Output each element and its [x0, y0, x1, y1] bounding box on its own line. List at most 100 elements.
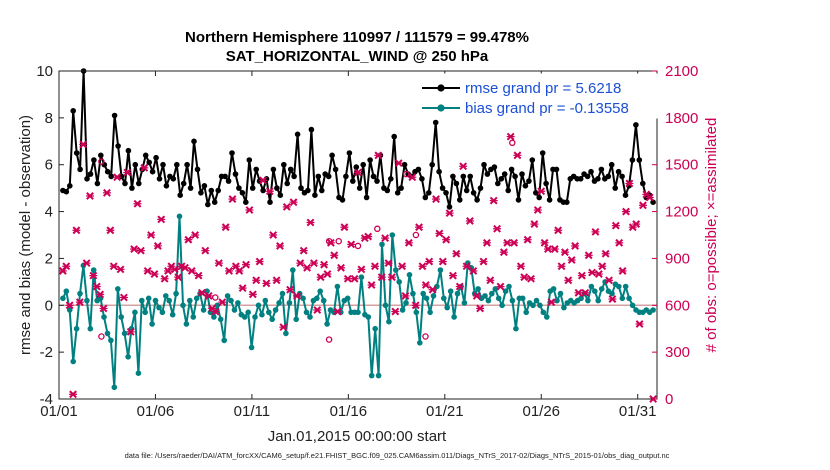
obs-assimilated-marker: [537, 187, 546, 196]
obs-assimilated-marker: [448, 271, 457, 280]
obs-assimilated-marker: [180, 263, 189, 272]
bias-point: [375, 372, 382, 379]
bias-point: [399, 307, 406, 313]
rmse-point: [588, 168, 594, 175]
obs-assimilated-marker: [567, 256, 576, 264]
obs-assimilated-marker: [279, 323, 288, 332]
obs-assimilated-marker: [282, 202, 291, 211]
rmse-point: [546, 197, 553, 203]
rmse-point: [374, 178, 380, 184]
rmse-point: [432, 119, 439, 126]
bias-point: [444, 304, 451, 311]
axes-layer: -4 -2 0 2 4 6 8 10 0 300 600 900 1200 1500 1800 2100 01/…: [36, 63, 698, 420]
obs-assimilated-marker: [459, 162, 468, 171]
bias-point: [125, 354, 131, 360]
bias-point: [90, 267, 97, 273]
rmse-point: [239, 190, 246, 196]
obs-assimilated-marker: [608, 295, 617, 303]
rmse-point: [640, 180, 646, 187]
bias-point: [300, 295, 306, 302]
obs-assimilated-marker: [564, 276, 573, 285]
bias-point: [578, 295, 584, 302]
bias-point: [406, 272, 413, 278]
obs-assimilated-marker: [455, 282, 464, 291]
obs-assimilated-marker: [486, 276, 495, 285]
bias-point: [252, 314, 258, 320]
rmse-point: [515, 197, 522, 203]
bias-point: [101, 314, 107, 320]
obs-assimilated-marker: [133, 199, 142, 208]
plot-area: [59, 71, 657, 399]
rmse-point: [315, 173, 322, 180]
obs-assimilated-marker: [601, 249, 610, 258]
rmse-point: [394, 190, 401, 196]
rmse-point: [419, 176, 425, 182]
obs-assimilated-marker: [384, 259, 393, 268]
rmse-point: [229, 150, 235, 156]
rmse-point: [422, 194, 429, 201]
rmse-point: [319, 187, 325, 194]
rmse-point: [539, 150, 546, 156]
obs-assimilated-marker: [401, 292, 410, 300]
obs-assimilated-marker: [428, 285, 437, 294]
rmse-point: [104, 168, 111, 175]
rmse-point: [505, 187, 512, 194]
rmse-point: [522, 183, 529, 189]
obs-assimilated-marker: [588, 268, 597, 277]
bias-point: [187, 297, 193, 304]
bias-point: [224, 293, 231, 299]
rmse-point: [270, 166, 277, 173]
rmse-point: [384, 187, 391, 194]
obs-assimilated-marker: [465, 217, 474, 225]
bias-point: [211, 314, 217, 320]
obs-assimilated-marker: [622, 207, 631, 216]
bias-point: [554, 297, 560, 304]
rmse-point: [111, 112, 118, 119]
rmse-point: [508, 166, 515, 173]
obs-assimilated-marker: [418, 262, 427, 271]
rmse-point: [622, 192, 629, 198]
obs-assimilated-marker: [75, 298, 84, 307]
obs-assimilated-marker: [242, 260, 251, 269]
x-tick-label: 01/01: [40, 403, 78, 420]
bias-point: [262, 297, 269, 304]
obs-assimilated-marker: [201, 246, 210, 255]
obs-assimilated-marker: [191, 231, 200, 239]
obs-assimilated-marker: [425, 257, 434, 266]
obs-assimilated-marker: [554, 226, 563, 235]
bias-point: [269, 316, 276, 323]
rmse-point: [553, 166, 560, 173]
bias-point: [382, 302, 389, 309]
bias-point: [585, 297, 591, 304]
obs-assimilated-marker: [503, 238, 512, 247]
obs-assimilated-marker: [248, 290, 257, 299]
rmse-point: [246, 157, 253, 163]
y-right-tick-label: 300: [665, 344, 690, 361]
x-tick-label: 01/21: [426, 403, 464, 420]
rmse-point: [187, 185, 194, 191]
obs-assimilated-marker: [157, 215, 166, 224]
obs-assimilated-marker: [506, 132, 515, 141]
rmse-point: [156, 176, 163, 182]
bias-point: [314, 295, 320, 302]
bias-point: [629, 302, 636, 309]
rmse-point: [142, 152, 149, 159]
obs-assimilated-marker: [113, 173, 122, 182]
rmse-point: [287, 166, 294, 173]
rmse-point: [350, 178, 356, 184]
rmse-point: [343, 173, 349, 180]
obs-assimilated-marker: [618, 267, 627, 275]
bias-point: [121, 330, 128, 337]
bias-point: [283, 330, 289, 337]
obs-assimilated-marker: [337, 263, 346, 272]
y-left-tick-label: 2: [45, 250, 53, 267]
rmse-point: [125, 147, 132, 154]
rmse-point: [391, 133, 398, 140]
obs-assimilated-marker: [69, 390, 78, 399]
bias-point: [180, 302, 186, 309]
obs-assimilated-marker: [262, 279, 271, 288]
obs-assimilated-marker: [421, 281, 430, 289]
legend-rmse-label: rmse grand pr = 5.6218: [465, 80, 621, 97]
rmse-point: [450, 173, 456, 180]
rmse-point: [356, 185, 363, 191]
